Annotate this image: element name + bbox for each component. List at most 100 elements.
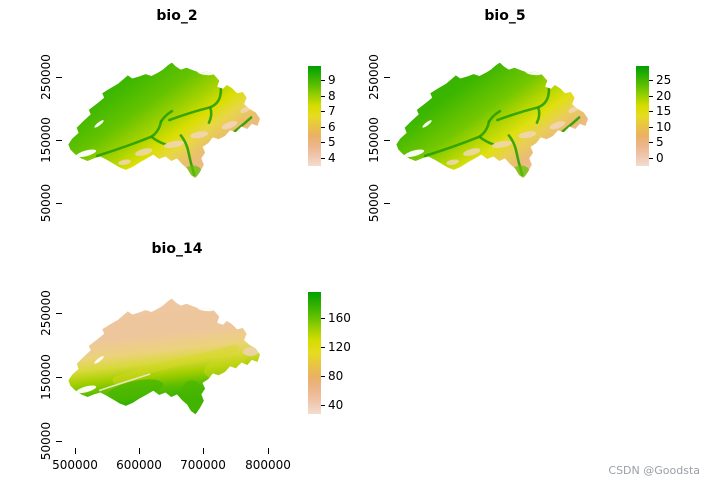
y-axis-tick: [56, 313, 62, 314]
legend-tick-label: 5: [328, 135, 336, 150]
x-axis-tick: [139, 448, 140, 454]
lake-shape: [76, 385, 97, 394]
y-axis-tick: [384, 77, 390, 78]
y-axis-label: 150000: [39, 117, 53, 163]
valley-line: [496, 80, 551, 122]
legend-tick-label: 8: [328, 88, 336, 103]
legend-tick-label: 120: [328, 340, 351, 354]
y-axis-tick: [384, 203, 390, 204]
legend-tick: [321, 318, 325, 319]
legend-tick-label: 10: [656, 119, 672, 134]
valley-line: [535, 106, 541, 124]
legend-tick: [649, 158, 653, 159]
legend-tick-label: 5: [656, 135, 664, 150]
y-axis-label: 50000: [39, 421, 53, 461]
x-axis-label: 800000: [245, 458, 291, 472]
x-axis-label: 700000: [180, 458, 226, 472]
valley-line: [159, 109, 174, 123]
yellow-transition-band: [112, 344, 239, 385]
legend-tick: [649, 80, 653, 81]
legend-tick: [321, 142, 325, 144]
legend-tick: [321, 347, 325, 348]
switzerland-map-bio-5: [396, 62, 589, 179]
high-peak-patch: [463, 148, 481, 156]
watermark: CSDN @Goodsta: [608, 464, 700, 477]
legend-tick: [321, 80, 325, 81]
panel-title-bio-2: bio_2: [156, 8, 198, 24]
x-axis-tick: [75, 448, 76, 454]
valley-line: [487, 109, 502, 123]
legend-gradient-bar: [636, 66, 649, 166]
legend-tick-label: 6: [328, 119, 336, 134]
ticino-green-patch: [184, 165, 202, 177]
lake-shape: [76, 149, 97, 158]
legend-tick-label: 15: [656, 104, 672, 119]
switzerland-shape: [396, 62, 589, 179]
legend-tick: [649, 111, 653, 113]
legend-tick-label: 9: [328, 73, 336, 87]
switzerland-shape: [68, 62, 261, 179]
panel-title-bio-5: bio_5: [484, 8, 526, 24]
high-peak-patch: [135, 148, 153, 156]
panel-title-bio-14: bio_14: [151, 241, 203, 257]
lake-shape: [422, 120, 432, 128]
ticino-green-patch: [512, 165, 530, 177]
high-peak-patch: [491, 140, 512, 148]
legend-gradient-bar: [308, 292, 321, 414]
switzerland-map-bio-14: [68, 298, 261, 415]
legend-tick: [649, 142, 653, 144]
valley-line: [168, 80, 223, 122]
y-axis-label: 150000: [367, 117, 381, 163]
valley-line: [150, 135, 167, 146]
valley-line: [207, 106, 213, 124]
legend-tick: [321, 126, 325, 128]
y-axis-tick: [384, 140, 390, 141]
legend-tick: [321, 158, 325, 159]
lake-shape: [404, 149, 425, 158]
y-axis-tick: [56, 441, 62, 442]
legend-tick-label: 160: [328, 311, 351, 325]
high-peak-patch: [549, 121, 566, 130]
y-axis-label: 250000: [39, 290, 53, 336]
legend-tick-label: 25: [656, 73, 672, 87]
legend-tick-label: 7: [328, 104, 336, 119]
y-axis-label: 50000: [367, 183, 381, 223]
high-peak-patch: [221, 121, 238, 130]
y-axis-label: 50000: [39, 183, 53, 223]
x-axis-tick: [203, 448, 204, 454]
legend-tick-label: 20: [656, 88, 672, 103]
legend-tick: [321, 376, 325, 377]
pale-valley-line: [98, 373, 151, 392]
high-peak-patch: [163, 140, 184, 148]
high-peak-patch: [190, 131, 209, 139]
legend-tick-label: 0: [656, 151, 664, 165]
ticino-green-patch: [180, 380, 204, 413]
lake-shape: [94, 120, 104, 128]
legend-gradient-bar: [308, 66, 321, 166]
lake-shape: [94, 356, 104, 364]
valley-line: [478, 135, 495, 146]
legend-tick-label: 80: [328, 369, 344, 383]
pale-peak-patch: [242, 347, 259, 357]
high-peak-patch: [446, 159, 459, 166]
y-axis-tick: [56, 140, 62, 141]
y-axis-tick: [56, 377, 62, 378]
high-peak-patch: [118, 159, 131, 166]
y-axis-label: 250000: [367, 54, 381, 100]
legend-tick: [321, 111, 325, 113]
high-peak-patch: [518, 131, 537, 139]
legend-tick: [649, 95, 653, 97]
legend-tick: [321, 405, 325, 406]
legend-tick: [649, 126, 653, 128]
y-axis-tick: [56, 203, 62, 204]
y-axis-label: 150000: [39, 354, 53, 400]
legend-tick-label: 40: [328, 398, 344, 412]
x-axis-label: 500000: [52, 458, 98, 472]
x-axis-tick: [268, 448, 269, 454]
y-axis-label: 250000: [39, 54, 53, 100]
x-axis-label: 600000: [116, 458, 162, 472]
y-axis-tick: [56, 77, 62, 78]
legend-tick: [321, 95, 325, 97]
legend-tick-label: 4: [328, 151, 336, 165]
